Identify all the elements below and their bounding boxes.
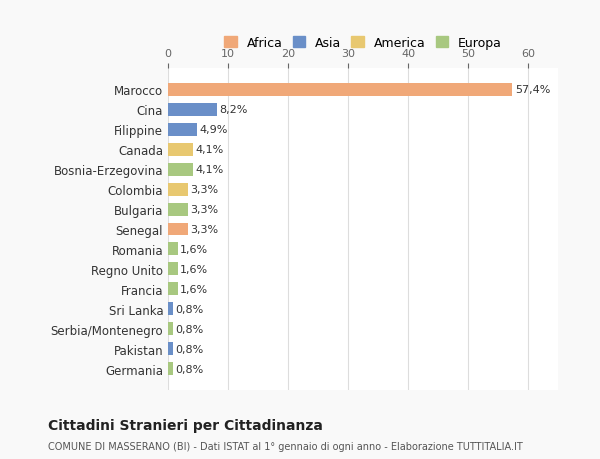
Text: 0,8%: 0,8%: [175, 344, 203, 354]
Text: 0,8%: 0,8%: [175, 324, 203, 334]
Bar: [168, 243, 178, 256]
Text: 1,6%: 1,6%: [180, 245, 208, 254]
Text: 4,1%: 4,1%: [195, 165, 223, 175]
Bar: [168, 223, 188, 236]
Bar: [168, 84, 512, 96]
Text: 4,9%: 4,9%: [200, 125, 228, 135]
Bar: [168, 343, 173, 356]
Text: 8,2%: 8,2%: [220, 105, 248, 115]
Bar: [168, 143, 193, 156]
Text: 0,8%: 0,8%: [175, 304, 203, 314]
Bar: [168, 363, 173, 375]
Bar: [168, 103, 217, 116]
Bar: [168, 323, 173, 336]
Bar: [168, 283, 178, 296]
Legend: Africa, Asia, America, Europa: Africa, Asia, America, Europa: [220, 34, 506, 54]
Text: 4,1%: 4,1%: [195, 145, 223, 155]
Text: 3,3%: 3,3%: [190, 185, 218, 195]
Bar: [168, 263, 178, 276]
Text: 3,3%: 3,3%: [190, 205, 218, 214]
Text: 0,8%: 0,8%: [175, 364, 203, 374]
Text: 3,3%: 3,3%: [190, 224, 218, 235]
Text: 57,4%: 57,4%: [515, 85, 550, 95]
Text: 1,6%: 1,6%: [180, 264, 208, 274]
Bar: [168, 123, 197, 136]
Bar: [168, 303, 173, 316]
Text: COMUNE DI MASSERANO (BI) - Dati ISTAT al 1° gennaio di ogni anno - Elaborazione : COMUNE DI MASSERANO (BI) - Dati ISTAT al…: [48, 441, 523, 451]
Text: Cittadini Stranieri per Cittadinanza: Cittadini Stranieri per Cittadinanza: [48, 418, 323, 431]
Bar: [168, 203, 188, 216]
Bar: [168, 183, 188, 196]
Bar: [168, 163, 193, 176]
Text: 1,6%: 1,6%: [180, 284, 208, 294]
